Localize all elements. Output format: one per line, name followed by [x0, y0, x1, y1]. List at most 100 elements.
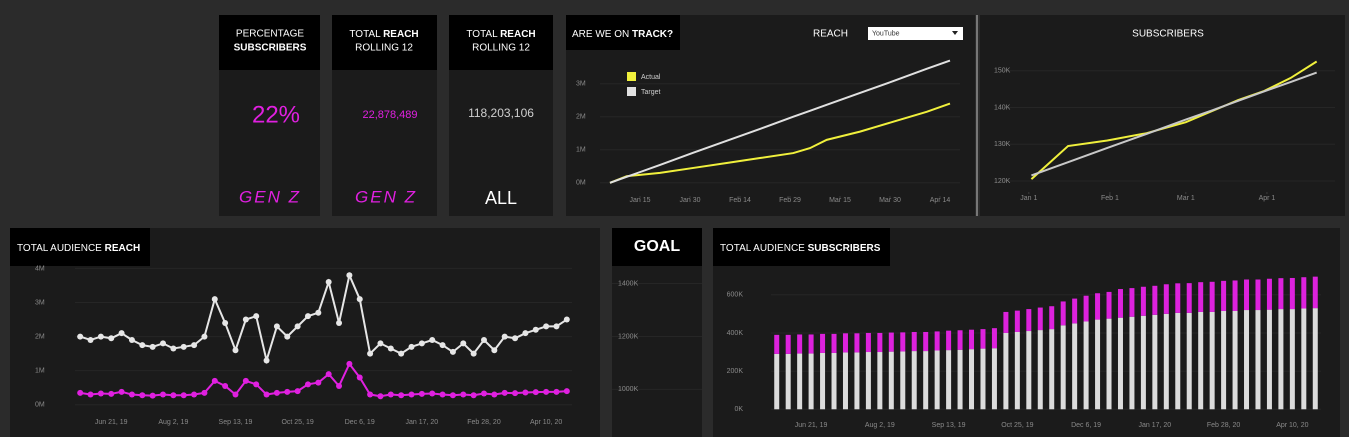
- bar-segment: [877, 332, 883, 353]
- y-tick-label: 3M: [576, 81, 586, 88]
- legend-swatch: [627, 87, 636, 96]
- bar-segment: [1186, 283, 1192, 313]
- kpi-header: PERCENTAGE: [236, 29, 304, 40]
- bar-segment: [957, 330, 963, 350]
- x-tick-label: Apr 10, 20: [530, 419, 562, 426]
- bar-segment: [923, 331, 929, 352]
- chart-header: ARE WE ON TRACK?: [572, 29, 673, 40]
- point: [242, 377, 249, 384]
- y-tick-label: 600K: [727, 292, 744, 299]
- bar-segment: [1060, 301, 1066, 326]
- point: [429, 390, 436, 397]
- bar-segment: [854, 333, 860, 353]
- x-tick-label: Oct 25, 19: [1001, 422, 1033, 429]
- bar-segment: [969, 349, 975, 410]
- bar-segment: [1221, 310, 1227, 410]
- point: [439, 342, 446, 349]
- point: [108, 335, 115, 342]
- bar-segment: [991, 328, 997, 349]
- bar-segment: [934, 331, 940, 351]
- point: [253, 381, 260, 388]
- y-tick-label: 1M: [35, 368, 45, 375]
- bar-segment: [1289, 309, 1295, 410]
- chart-header: TOTAL AUDIENCE SUBSCRIBERS: [720, 243, 881, 254]
- point: [418, 340, 425, 347]
- legend-swatch: [627, 72, 636, 81]
- dropdown-value[interactable]: YouTube: [872, 30, 900, 37]
- dropdown-arrow[interactable]: [952, 31, 958, 35]
- bar-segment: [934, 350, 940, 410]
- point: [222, 319, 229, 326]
- point: [128, 391, 135, 398]
- point: [346, 272, 353, 279]
- point: [480, 390, 487, 397]
- legend-label: Actual: [641, 74, 661, 81]
- point: [501, 333, 508, 340]
- bar-segment: [900, 332, 906, 352]
- header-box: [449, 15, 553, 70]
- bar-segment: [1037, 330, 1043, 410]
- point: [263, 391, 270, 398]
- point: [315, 379, 322, 386]
- bar-segment: [1255, 279, 1261, 311]
- bar-segment: [1140, 315, 1146, 410]
- point: [408, 391, 415, 398]
- point: [325, 371, 332, 378]
- dropdown[interactable]: [868, 27, 963, 40]
- x-tick-label: Feb 14: [729, 197, 751, 204]
- bar-segment: [1289, 277, 1295, 310]
- x-tick-label: Jan 15: [629, 197, 650, 204]
- point: [97, 333, 104, 340]
- kpi-header: ROLLING 12: [472, 43, 530, 54]
- bar-segment: [1209, 281, 1215, 312]
- bar-segment: [980, 329, 986, 349]
- bar-segment: [1175, 312, 1181, 410]
- bar-segment: [911, 351, 917, 410]
- line: [609, 102, 951, 184]
- legend-label: Target: [641, 89, 661, 96]
- kpi-header-part: TOTAL: [466, 29, 498, 40]
- point: [211, 377, 218, 384]
- point: [273, 389, 280, 396]
- point: [418, 390, 425, 397]
- bar-segment: [1175, 283, 1181, 313]
- y-tick-label: 130K: [994, 141, 1011, 148]
- point: [491, 347, 498, 354]
- point: [149, 343, 156, 350]
- bar-segment: [831, 352, 837, 410]
- bar-segment: [1301, 308, 1307, 410]
- bar-segment: [1232, 310, 1238, 410]
- bar-segment: [1117, 289, 1123, 318]
- bar-segment: [1117, 317, 1123, 410]
- point: [139, 392, 146, 399]
- kpi-header: TOTAL REACH: [349, 29, 418, 40]
- point: [180, 392, 187, 399]
- point: [304, 313, 311, 320]
- point: [553, 388, 560, 395]
- bar-segment: [797, 334, 803, 354]
- point: [139, 342, 146, 349]
- x-tick-label: Apr 10, 20: [1276, 422, 1308, 429]
- header-box: [566, 15, 680, 50]
- x-tick-label: Feb 28, 20: [1207, 422, 1241, 429]
- bar-segment: [1255, 310, 1261, 410]
- header-box: [713, 228, 890, 266]
- bar-segment: [808, 334, 814, 354]
- x-tick-label: Mar 1: [1177, 195, 1195, 202]
- point: [336, 319, 343, 326]
- point: [284, 333, 291, 340]
- bar-segment: [842, 352, 848, 410]
- bar-segment: [1312, 308, 1318, 410]
- point: [336, 383, 343, 390]
- point: [294, 388, 301, 395]
- x-tick-label: Jun 21, 19: [795, 422, 828, 429]
- point: [470, 392, 477, 399]
- point: [325, 279, 332, 286]
- point: [191, 342, 198, 349]
- point: [460, 340, 467, 347]
- point: [439, 391, 446, 398]
- bar-segment: [1037, 307, 1043, 331]
- y-tick-label: 120K: [994, 178, 1011, 185]
- kpi-footer: ALL: [485, 188, 517, 208]
- bar-segment: [785, 353, 791, 410]
